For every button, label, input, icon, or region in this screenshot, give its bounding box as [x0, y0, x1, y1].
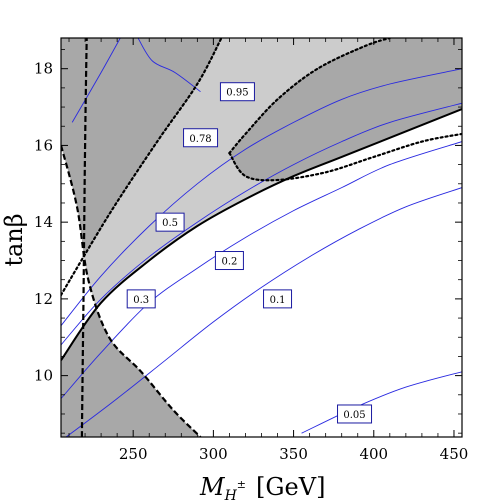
y-tick-label-18: 18 [34, 60, 53, 78]
boundary-dotted-3 [228, 132, 462, 182]
x-tick-label-350: 350 [279, 445, 308, 463]
y-tick-label-12: 12 [34, 290, 53, 308]
contour-label-box-0-05 [337, 404, 373, 424]
y-tick-label-10: 10 [34, 367, 53, 385]
contour-label-layer: 0.05 0.1 0.2 0.3 0.5 0.78 0.95 [126, 82, 373, 424]
contour-line-0-1 [65, 187, 462, 437]
x-tick-label-300: 300 [199, 445, 228, 463]
contour-label-box-0-3 [126, 289, 156, 309]
contour-label-0-3: 0.3 [133, 295, 149, 306]
contour-label-box-0-1 [263, 289, 293, 309]
x-tick-label-250: 250 [119, 445, 148, 463]
contour-line-0-3 [61, 102, 462, 346]
contour-line-0-95 [137, 38, 201, 93]
contour-label-0-78: 0.78 [189, 134, 211, 145]
contour-label-box-0-95 [219, 82, 255, 102]
x-tick-label-450: 450 [440, 445, 469, 463]
boundary-dashed-4 [61, 145, 202, 437]
contour-label-box-0-5 [155, 212, 185, 232]
allowed-region [61, 109, 462, 437]
contour-label-box-0-78 [183, 128, 219, 148]
y-tick-label-14: 14 [34, 213, 53, 231]
region-layer [61, 38, 462, 437]
contour-label-0-95: 0.95 [226, 88, 248, 99]
y-tick-label-16: 16 [34, 136, 53, 154]
tick-layer: 250 300 350 400 450 10 12 14 16 18 [34, 38, 468, 463]
x-tick-label-400: 400 [359, 445, 388, 463]
contour-label-0-1: 0.1 [270, 295, 286, 306]
contour-layer [61, 38, 462, 437]
contour-label-box-0-2 [214, 251, 244, 271]
x-axis-label: MH± [GeV] [199, 473, 325, 503]
contour-line-0-5 [61, 68, 462, 326]
contour-line-0-05 [301, 371, 462, 434]
contour-label-0-05: 0.05 [343, 410, 365, 421]
boundary-dotted-1 [61, 38, 223, 297]
contour-label-0-5: 0.5 [162, 218, 178, 229]
boundary-dashed-5 [80, 38, 88, 437]
contour-line-0-78 [71, 38, 121, 123]
boundary-solid-0 [61, 108, 462, 361]
y-axis-label: tanβ [0, 213, 28, 266]
boundary-dotted-2 [228, 38, 391, 155]
boundary-layer [61, 38, 462, 437]
contour-label-0-2: 0.2 [221, 257, 237, 268]
contour-line-0-2 [61, 141, 462, 399]
